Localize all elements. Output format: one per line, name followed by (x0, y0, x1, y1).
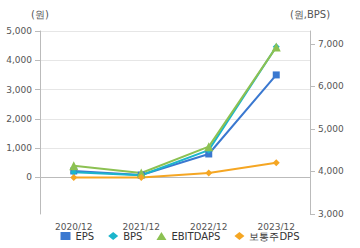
svg-text:EPS: EPS (76, 231, 95, 242)
svg-text:5,000: 5,000 (6, 26, 32, 36)
svg-text:2021/12: 2021/12 (122, 221, 160, 232)
svg-text:4,000: 4,000 (318, 166, 344, 176)
svg-text:3,000: 3,000 (6, 85, 32, 95)
svg-text:7,000: 7,000 (318, 39, 344, 49)
svg-text:보통주DPS: 보통주DPS (249, 231, 299, 242)
svg-text:2023/12: 2023/12 (257, 221, 295, 232)
svg-text:EBITDAPS: EBITDAPS (171, 231, 220, 242)
svg-text:1,000: 1,000 (6, 143, 32, 153)
svg-text:2020/12: 2020/12 (55, 221, 93, 232)
svg-text:BPS: BPS (123, 231, 142, 242)
svg-text:3,000: 3,000 (318, 209, 344, 219)
svg-text:0: 0 (26, 172, 32, 182)
svg-text:6,000: 6,000 (318, 81, 344, 91)
svg-text:(원): (원) (31, 9, 49, 20)
svg-text:2,000: 2,000 (6, 114, 32, 124)
svg-text:2022/12: 2022/12 (190, 221, 228, 232)
svg-text:5,000: 5,000 (318, 124, 344, 134)
svg-text:(원,BPS): (원,BPS) (290, 9, 330, 20)
svg-text:4,000: 4,000 (6, 55, 32, 65)
